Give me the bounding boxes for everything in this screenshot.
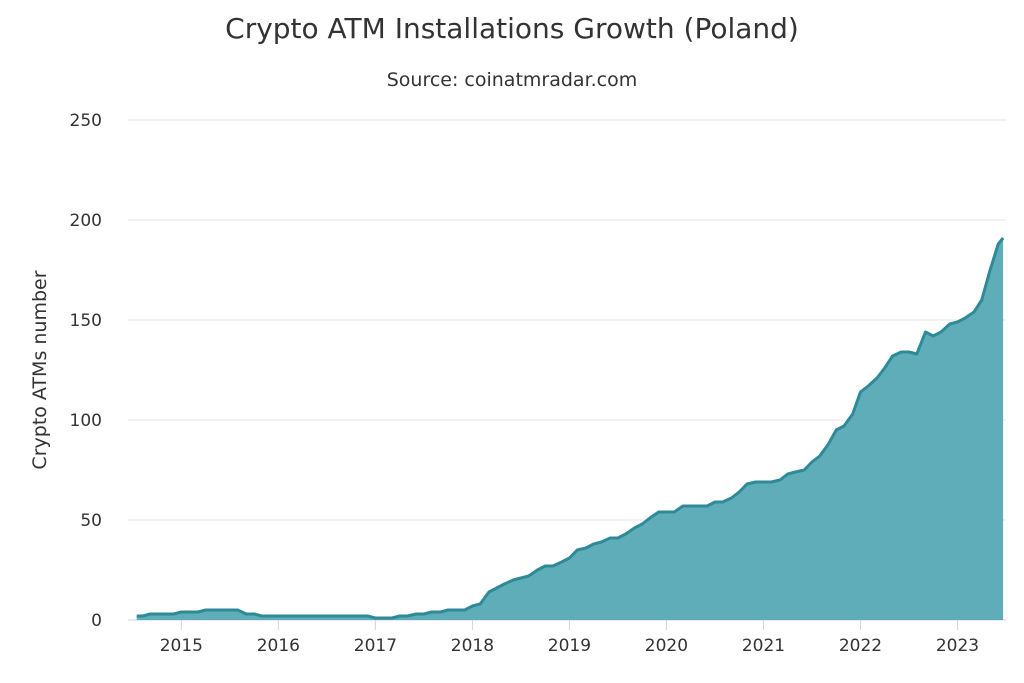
y-tick-label: 50 xyxy=(80,511,102,531)
y-axis-label: Crypto ATMs number xyxy=(29,270,51,469)
x-tick-label: 2020 xyxy=(645,636,688,656)
chart-title: Crypto ATM Installations Growth (Poland) xyxy=(225,12,799,45)
y-tick-label: 250 xyxy=(70,111,102,131)
y-tick-label: 100 xyxy=(70,411,102,431)
y-tick-label: 200 xyxy=(70,211,102,231)
x-tick-label: 2016 xyxy=(257,636,300,656)
area-fill xyxy=(136,238,1004,620)
y-tick-label: 150 xyxy=(70,311,102,331)
y-axis-ticks: 0 50 100 150 200 250 xyxy=(70,111,102,631)
x-tick-label: 2015 xyxy=(160,636,203,656)
series-line xyxy=(136,237,1005,620)
chart-subtitle: Source: coinatmradar.com xyxy=(386,69,638,91)
x-tick-label: 2018 xyxy=(451,636,494,656)
x-tick-label: 2017 xyxy=(354,636,397,656)
x-tick-label: 2023 xyxy=(936,636,979,656)
plot-area xyxy=(136,237,1005,620)
y-tick-label: 0 xyxy=(91,611,102,631)
x-tick-label: 2021 xyxy=(742,636,785,656)
x-axis-ticks: 2015 2016 2017 2018 2019 2020 2021 2022 2023 xyxy=(160,620,979,656)
x-tick-label: 2019 xyxy=(548,636,591,656)
x-tick-label: 2022 xyxy=(839,636,882,656)
